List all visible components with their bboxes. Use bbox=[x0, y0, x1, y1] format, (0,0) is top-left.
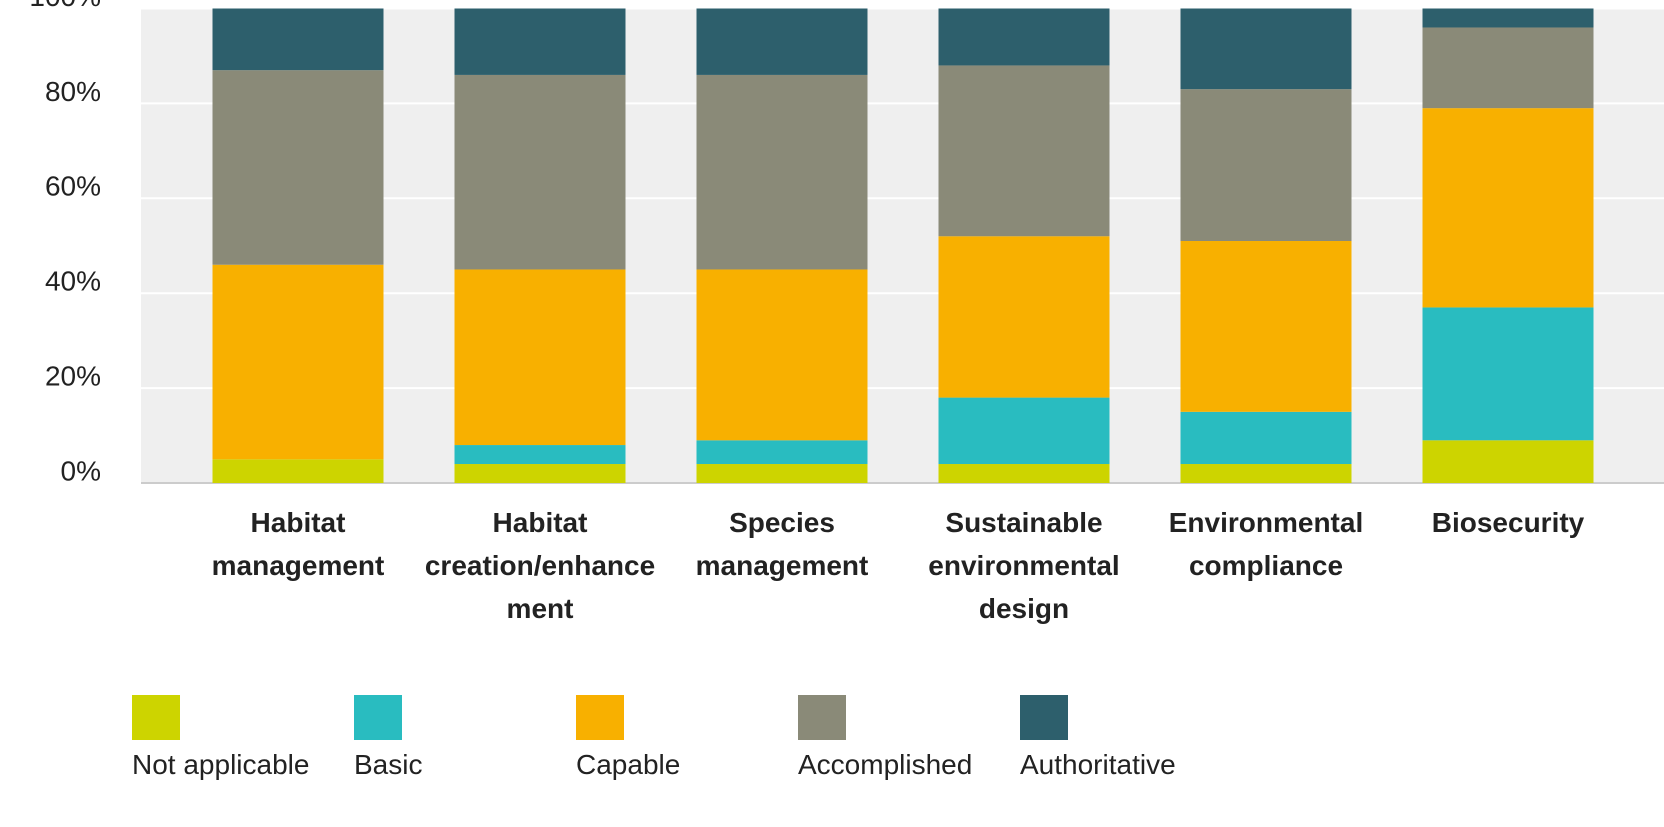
bar-segment bbox=[938, 236, 1110, 398]
bar-segment bbox=[938, 464, 1110, 483]
bar-segment bbox=[454, 269, 626, 446]
bar-segment bbox=[454, 445, 626, 465]
bar-segment bbox=[696, 269, 868, 441]
bar-segment bbox=[696, 464, 868, 483]
y-tick-label: 100% bbox=[29, 0, 101, 12]
bar-segment bbox=[212, 459, 384, 483]
x-tick-label: Sustainable environmental design bbox=[928, 507, 1120, 624]
legend-label: Authoritative bbox=[1020, 749, 1176, 780]
bar-segment bbox=[212, 264, 384, 460]
bar-segment bbox=[938, 65, 1110, 237]
legend-swatch bbox=[576, 695, 624, 740]
legend-swatch bbox=[354, 695, 402, 740]
legend-label: Basic bbox=[354, 749, 423, 780]
bar-segment bbox=[938, 397, 1110, 465]
bar-segment bbox=[212, 70, 384, 265]
bar-segment bbox=[1422, 27, 1594, 109]
x-tick-label: Habitat management bbox=[211, 507, 385, 581]
bar-segment bbox=[1422, 8, 1594, 28]
bar-segment bbox=[1180, 241, 1352, 412]
bar-segment bbox=[696, 74, 868, 270]
bar-segment bbox=[454, 74, 626, 270]
bar-segment bbox=[696, 8, 868, 75]
x-tick-label: Biosecurity bbox=[1431, 507, 1585, 538]
x-tick-label: Species management bbox=[695, 507, 869, 581]
x-tick-label: Environmental compliance bbox=[1168, 507, 1364, 581]
bar-segment bbox=[1422, 307, 1594, 441]
bar-segment bbox=[1180, 89, 1352, 242]
y-tick-label: 60% bbox=[45, 171, 101, 202]
bar-segment bbox=[1422, 440, 1594, 483]
x-tick-label: Habitat creation/enhancement bbox=[424, 507, 656, 624]
y-tick-label: 80% bbox=[45, 76, 101, 107]
bar-segment bbox=[212, 8, 384, 71]
bar-segment bbox=[1180, 464, 1352, 483]
bar-segment bbox=[696, 440, 868, 465]
bar-segment bbox=[1422, 108, 1594, 308]
legend-swatch bbox=[1020, 695, 1068, 740]
legend-label: Accomplished bbox=[798, 749, 973, 780]
bar-segment bbox=[1180, 411, 1352, 465]
y-tick-label: 40% bbox=[45, 266, 101, 297]
plot-background bbox=[141, 8, 1664, 483]
y-tick-label: 20% bbox=[45, 360, 101, 391]
bar-segment bbox=[938, 8, 1110, 66]
legend-label: Not applicable bbox=[132, 749, 310, 780]
bar-segment bbox=[1180, 8, 1352, 90]
legend-label: Capable bbox=[576, 749, 681, 780]
legend-swatch bbox=[798, 695, 846, 740]
bar-segment bbox=[454, 464, 626, 483]
bar-segment bbox=[454, 8, 626, 75]
legend-swatch bbox=[132, 695, 180, 740]
y-tick-label: 0% bbox=[61, 455, 101, 486]
